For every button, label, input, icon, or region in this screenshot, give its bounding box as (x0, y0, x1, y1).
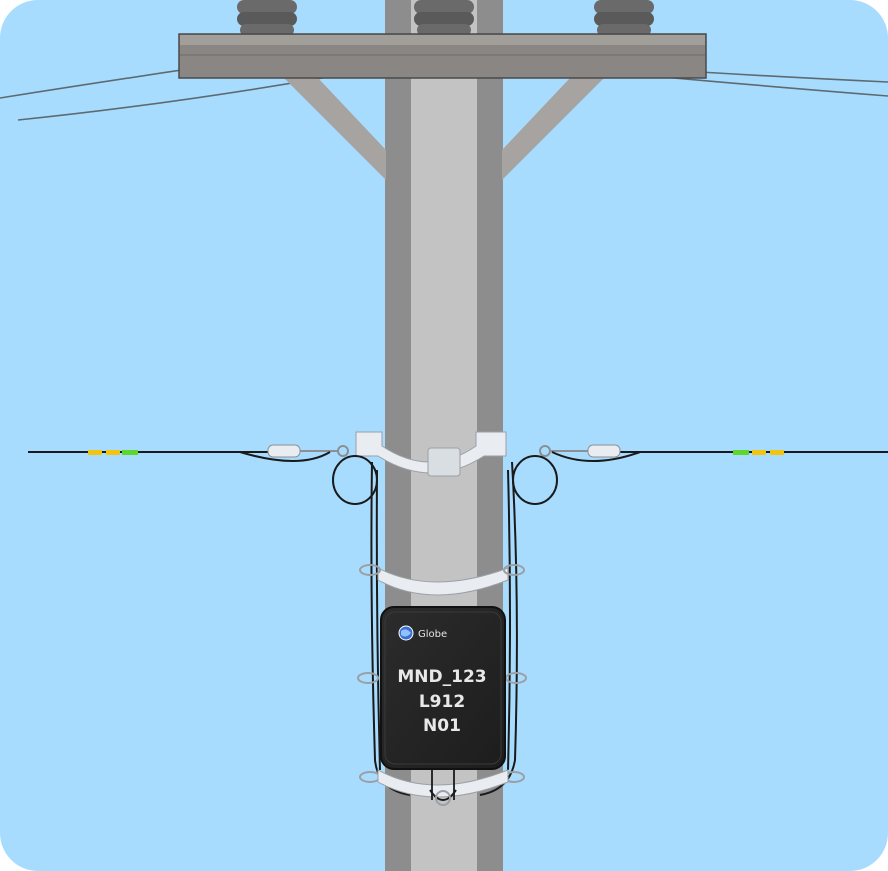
tape-marker-yellow (88, 450, 102, 455)
insulator-right (594, 0, 654, 36)
pole-bracket-middle (377, 567, 509, 596)
tape-marker-green (733, 450, 749, 455)
globe-logo-icon (398, 625, 414, 641)
dead-end-clamps (267, 444, 621, 458)
tape-marker-yellow (106, 450, 120, 455)
crossarm-braces (284, 78, 604, 180)
tape-marker-green (122, 450, 138, 455)
drop-cable (28, 450, 888, 455)
crossarm (178, 33, 707, 79)
enclosure-label-line-1: MND_123 (397, 667, 486, 687)
tape-marker-yellow (752, 450, 766, 455)
fiber-enclosure-box: Globe MND_123 L912 N01 (380, 606, 506, 770)
insulator-left (237, 0, 297, 36)
pole-bracket-top (355, 431, 507, 477)
box-cable-loops (431, 769, 455, 800)
insulators (237, 0, 654, 36)
tape-marker-yellow (770, 450, 784, 455)
enclosure-brand: Globe (418, 629, 447, 640)
enclosure-label-line-3: N01 (423, 716, 461, 736)
enclosure-label-line-2: L912 (419, 692, 465, 712)
insulator-center (414, 0, 474, 36)
